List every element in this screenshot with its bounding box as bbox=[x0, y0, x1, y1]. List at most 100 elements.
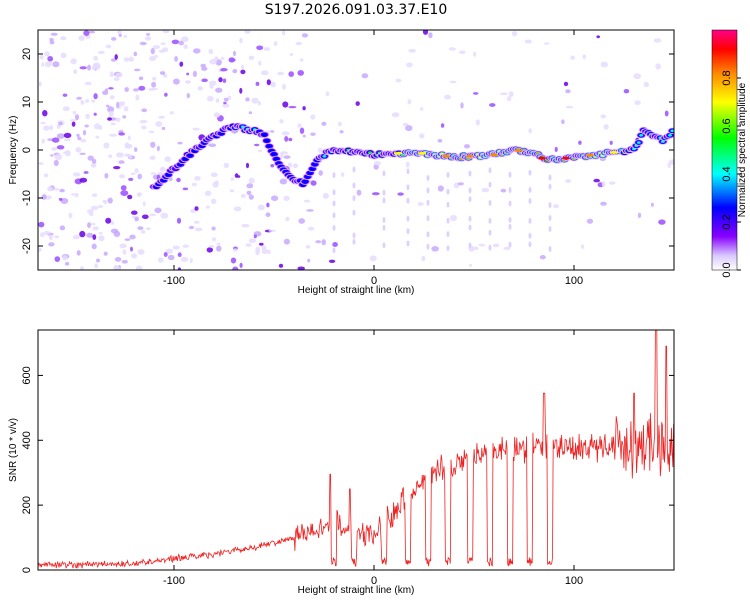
streak-blob bbox=[528, 169, 532, 176]
noise-blob bbox=[472, 92, 479, 95]
noise-blob bbox=[240, 193, 246, 198]
noise-blob bbox=[405, 125, 413, 132]
noise-blob bbox=[51, 147, 58, 151]
noise-blob bbox=[204, 190, 212, 196]
noise-blob bbox=[109, 133, 117, 137]
noise-blob bbox=[570, 55, 575, 60]
noise-blob bbox=[481, 188, 490, 193]
noise-blob bbox=[152, 45, 160, 50]
noise-blob bbox=[340, 172, 345, 177]
noise-blob bbox=[38, 247, 42, 252]
noise-blob bbox=[600, 201, 607, 206]
y-tick-label: 200 bbox=[21, 496, 33, 514]
noise-blob bbox=[155, 121, 163, 127]
noise-blob bbox=[270, 81, 276, 88]
ridge-segment bbox=[183, 157, 188, 161]
streak-blob bbox=[332, 212, 336, 219]
noise-blob bbox=[248, 194, 254, 200]
noise-blob bbox=[96, 258, 100, 263]
noise-blob bbox=[543, 42, 550, 45]
noise-blob bbox=[135, 94, 140, 101]
ridge-hotspot bbox=[514, 149, 522, 152]
y-tick-label: 10 bbox=[21, 96, 33, 108]
noise-blob bbox=[114, 54, 118, 60]
colorbar-tick-label: 0.4 bbox=[721, 166, 733, 181]
noise-blob bbox=[593, 178, 600, 183]
noise-blob bbox=[79, 177, 88, 183]
noise-blob bbox=[281, 131, 290, 136]
snr-x-ticks: -100 0 100 bbox=[163, 330, 583, 587]
noise-blob bbox=[62, 254, 68, 261]
noise-blob bbox=[431, 246, 439, 252]
noise-blob bbox=[251, 97, 259, 104]
noise-blob bbox=[297, 123, 302, 128]
streak-blob bbox=[446, 245, 450, 252]
noise-blob bbox=[478, 243, 486, 247]
streak-blob bbox=[548, 183, 552, 190]
noise-blob bbox=[103, 142, 110, 149]
noise-blob bbox=[104, 173, 109, 179]
ridge-segment bbox=[312, 163, 317, 166]
y-tick-label: 600 bbox=[21, 366, 33, 384]
noise-blob bbox=[220, 57, 225, 60]
noise-blob bbox=[444, 94, 451, 100]
noise-blob bbox=[233, 50, 236, 57]
snr-frame bbox=[37, 329, 675, 571]
noise-blob bbox=[260, 70, 269, 76]
noise-blob bbox=[150, 141, 156, 148]
noise-blob bbox=[581, 244, 584, 249]
noise-blob bbox=[215, 98, 220, 103]
noise-blob bbox=[92, 63, 101, 70]
noise-blob bbox=[206, 205, 210, 209]
streak-blob bbox=[548, 226, 552, 232]
noise-blob bbox=[420, 107, 424, 111]
y-tick-label: 400 bbox=[21, 431, 33, 449]
noise-blob bbox=[209, 58, 218, 65]
noise-blob bbox=[97, 205, 104, 208]
ridge-segment bbox=[668, 134, 672, 137]
noise-blob bbox=[283, 238, 290, 245]
noise-blob bbox=[222, 103, 230, 108]
noise-blob bbox=[76, 96, 82, 100]
noise-blob bbox=[90, 163, 97, 168]
noise-blob bbox=[148, 130, 155, 134]
noise-blob bbox=[43, 125, 50, 131]
noise-blob bbox=[160, 42, 166, 45]
noise-blob bbox=[285, 216, 290, 222]
streak-blob bbox=[352, 232, 356, 239]
streak-blob bbox=[426, 187, 430, 194]
noise-blob bbox=[56, 133, 65, 139]
noise-blob bbox=[60, 52, 67, 59]
streak-blob bbox=[352, 182, 356, 189]
noise-blob bbox=[600, 61, 608, 68]
noise-blob bbox=[85, 99, 90, 103]
streak-blob bbox=[406, 168, 410, 175]
noise-blob bbox=[141, 108, 148, 113]
colorbar-tick-label: 0.2 bbox=[721, 214, 733, 229]
noise-blob bbox=[391, 112, 400, 118]
chart-title: S197.2026.091.03.37.E10 bbox=[265, 2, 448, 18]
noise-blob bbox=[60, 36, 67, 41]
noise-blob bbox=[473, 51, 477, 57]
noise-blob bbox=[130, 246, 133, 252]
noise-blob bbox=[468, 263, 473, 267]
noise-blob bbox=[228, 57, 236, 63]
x-tick-label: 0 bbox=[371, 275, 377, 287]
noise-blob bbox=[288, 137, 293, 142]
noise-blob bbox=[163, 252, 168, 257]
noise-blob bbox=[113, 230, 121, 237]
noise-blob bbox=[254, 143, 260, 147]
noise-blob bbox=[178, 40, 184, 46]
noise-blob bbox=[287, 162, 293, 168]
noise-blob bbox=[267, 249, 271, 255]
ridge-hotspot bbox=[538, 156, 546, 160]
noise-blob bbox=[105, 44, 112, 49]
noise-blob bbox=[49, 40, 55, 45]
noise-blob bbox=[139, 120, 148, 124]
noise-blob bbox=[49, 125, 54, 131]
streak-blob bbox=[426, 243, 430, 250]
noise-blob bbox=[280, 152, 284, 159]
noise-blob bbox=[38, 162, 44, 165]
noise-blob bbox=[361, 73, 369, 79]
noise-blob bbox=[561, 119, 565, 125]
